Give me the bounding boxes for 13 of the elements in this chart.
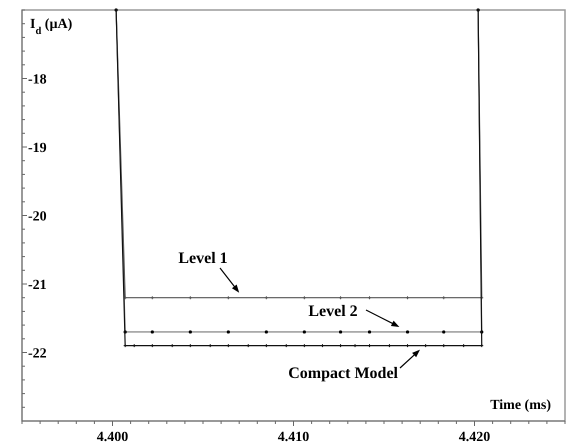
x-axis-title: Time (ms) <box>490 398 552 413</box>
y-tick-label: -18 <box>28 72 47 88</box>
series-label: Level 1 <box>178 250 228 267</box>
x-tick-label: 4.400 <box>96 430 128 445</box>
series-label: Compact Model <box>288 365 399 382</box>
y-tick-label: -19 <box>28 141 47 156</box>
y-tick-label: -21 <box>28 278 47 293</box>
x-tick-label: 4.410 <box>278 430 310 445</box>
y-tick-label: -22 <box>28 346 47 362</box>
y-tick-label: -20 <box>28 210 47 224</box>
legend-label: Level 2 <box>308 303 358 320</box>
y-axis-title: I$_{d}$ (µA) <box>30 17 73 36</box>
x-tick-label: 4.420 <box>458 430 490 445</box>
